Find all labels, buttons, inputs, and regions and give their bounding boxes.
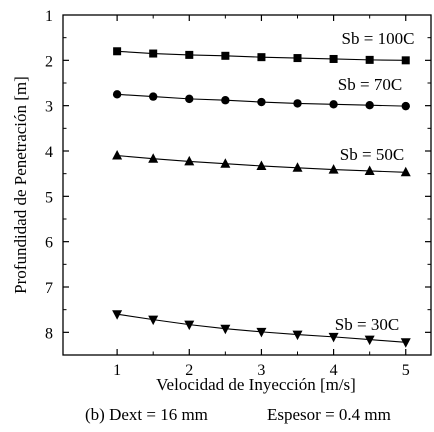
circle-marker — [401, 101, 410, 111]
square-marker — [401, 56, 410, 65]
triangle-down-marker — [364, 335, 375, 346]
series-label: Sb = 50C — [340, 145, 404, 164]
triangle-down-marker — [148, 315, 159, 326]
square-marker — [365, 55, 374, 64]
y-tick-label: 3 — [45, 99, 53, 116]
tick-labels: 1 2 3 4 5 1 2 3 4 5 6 7 8 — [45, 8, 410, 379]
x-tick-label: 3 — [257, 362, 265, 379]
square-marker — [185, 50, 194, 59]
circle-marker — [112, 90, 122, 99]
caption-espesor: Espesor = 0.4 mm — [267, 405, 391, 424]
series-label: Sb = 30C — [335, 315, 399, 334]
x-axis-title: Velocidad de Inyección [m/s] — [156, 375, 356, 394]
triangle-down-marker — [220, 324, 231, 335]
series-markers — [112, 47, 411, 348]
series-label: Sb = 70C — [338, 75, 402, 94]
square-marker — [221, 51, 230, 60]
y-tick-label: 8 — [45, 325, 53, 342]
triangle-down-marker — [184, 320, 195, 331]
circle-marker — [329, 100, 338, 109]
circle-marker — [185, 94, 194, 104]
circle-marker — [221, 96, 230, 105]
square-marker — [113, 47, 122, 56]
y-tick-label: 6 — [45, 235, 53, 252]
triangle-up-marker — [256, 160, 267, 170]
y-axis-title: Profundidad de Penetración [m] — [11, 76, 30, 294]
square-marker — [293, 54, 302, 63]
series-labels: Sb = 100C Sb = 70C Sb = 50C Sb = 30C — [335, 29, 415, 334]
triangle-down-marker — [292, 330, 303, 341]
square-marker — [329, 54, 338, 63]
plot-frame — [62, 14, 432, 356]
x-tick-label: 2 — [185, 362, 193, 379]
circle-marker — [257, 97, 266, 107]
circle-marker — [293, 99, 302, 108]
series-lines — [117, 50, 406, 343]
square-marker — [257, 53, 266, 62]
triangle-up-marker — [400, 166, 411, 177]
circle-marker — [148, 92, 158, 101]
y-tick-label: 4 — [45, 144, 53, 161]
x-tick-label: 1 — [113, 362, 121, 379]
square-marker — [149, 49, 158, 58]
tick-marks — [63, 15, 431, 355]
triangle-down-marker — [328, 332, 339, 343]
triangle-up-marker — [328, 164, 339, 174]
y-tick-label: 7 — [45, 280, 53, 297]
triangle-down-marker — [400, 338, 411, 348]
triangle-up-marker — [364, 165, 375, 175]
series-label: Sb = 100C — [342, 29, 415, 48]
triangle-up-marker — [112, 150, 123, 160]
triangle-up-marker — [148, 153, 159, 163]
x-tick-label: 4 — [330, 362, 338, 379]
circle-marker — [365, 101, 374, 110]
y-tick-label: 1 — [45, 8, 53, 25]
caption-dext: (b) Dext = 16 mm — [85, 405, 208, 424]
x-tick-label: 5 — [402, 362, 410, 379]
triangle-up-marker — [184, 155, 195, 166]
triangle-down-marker — [112, 310, 123, 320]
y-tick-label: 5 — [45, 189, 53, 206]
y-tick-label: 2 — [45, 53, 53, 70]
triangle-up-marker — [220, 158, 231, 168]
triangle-up-marker — [292, 162, 303, 172]
triangle-down-marker — [256, 327, 267, 338]
